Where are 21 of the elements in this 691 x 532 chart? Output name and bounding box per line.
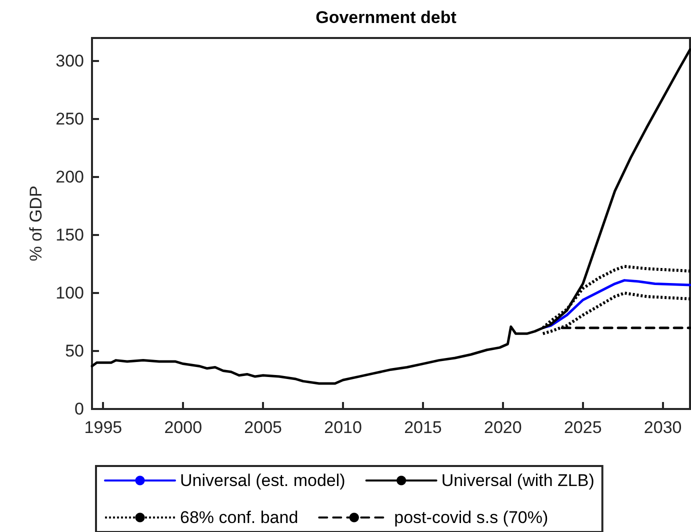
x-tick-label: 2010 [324, 418, 362, 437]
x-tick-label: 1995 [84, 418, 122, 437]
y-tick-label: 0 [74, 400, 84, 418]
legend-label: Universal (with ZLB) [441, 471, 594, 490]
y-tick-label: 150 [56, 226, 84, 245]
y-tick-label: 200 [56, 168, 84, 187]
x-tick-label: 2015 [404, 418, 442, 437]
y-axis-title: % of GDP [26, 186, 46, 262]
x-tick-label: 2030 [644, 418, 682, 437]
chart-title: Government debt [316, 8, 457, 27]
legend-label: 68% conf. band [180, 508, 298, 527]
x-tick-label: 2020 [484, 418, 522, 437]
legend-label: Universal (est. model) [180, 471, 346, 490]
x-tick-label: 2005 [244, 418, 282, 437]
y-tick-label: 250 [56, 110, 84, 129]
x-tick-label: 2000 [164, 418, 202, 437]
y-tick-label: 300 [56, 52, 84, 71]
x-tick-label: 2025 [564, 418, 602, 437]
y-tick-label: 50 [65, 342, 84, 361]
legend-label: post-covid s.s (70%) [394, 508, 548, 527]
y-tick-label: 100 [56, 284, 84, 303]
